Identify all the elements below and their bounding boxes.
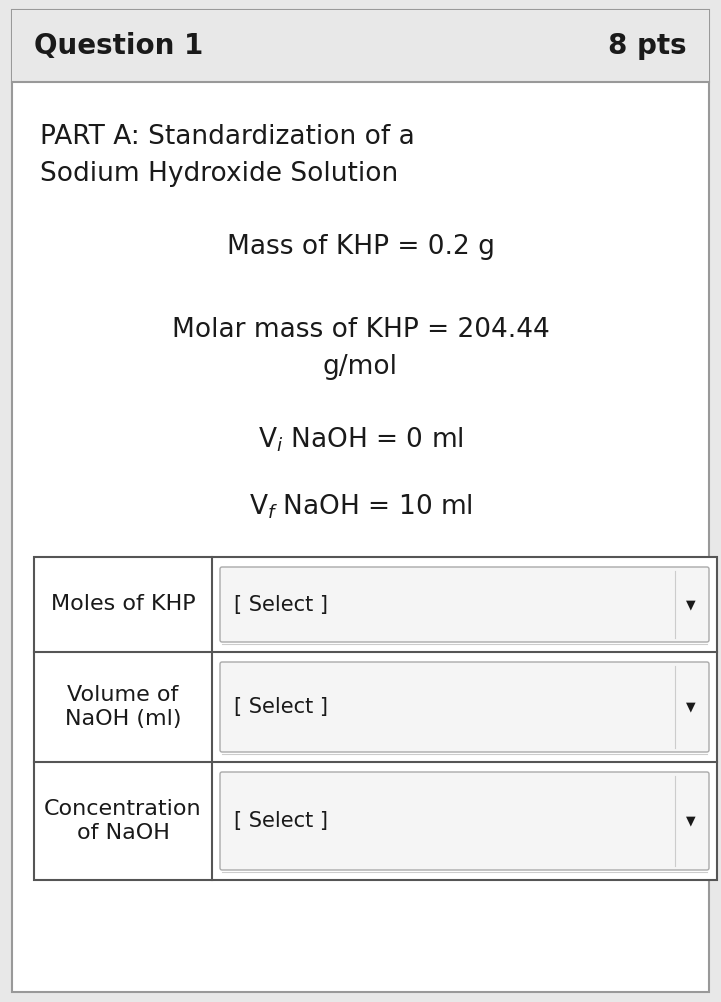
Text: [ Select ]: [ Select ] bbox=[234, 594, 328, 614]
Text: ▼: ▼ bbox=[686, 598, 696, 611]
Text: Molar mass of KHP = 204.44: Molar mass of KHP = 204.44 bbox=[172, 317, 549, 343]
Text: ▼: ▼ bbox=[686, 700, 696, 713]
FancyBboxPatch shape bbox=[220, 567, 709, 642]
FancyBboxPatch shape bbox=[220, 772, 709, 870]
Text: Volume of
NaOH (ml): Volume of NaOH (ml) bbox=[65, 685, 181, 728]
Text: Moles of KHP: Moles of KHP bbox=[50, 594, 195, 614]
FancyBboxPatch shape bbox=[34, 557, 717, 880]
FancyBboxPatch shape bbox=[220, 662, 709, 752]
Text: Concentration
of NaOH: Concentration of NaOH bbox=[44, 800, 202, 843]
Text: V$_i$ NaOH = 0 ml: V$_i$ NaOH = 0 ml bbox=[257, 426, 464, 454]
Text: Question 1: Question 1 bbox=[34, 32, 203, 60]
Text: Sodium Hydroxide Solution: Sodium Hydroxide Solution bbox=[40, 161, 398, 187]
Text: V$_f$ NaOH = 10 ml: V$_f$ NaOH = 10 ml bbox=[249, 493, 472, 521]
FancyBboxPatch shape bbox=[12, 10, 709, 992]
Text: 8 pts: 8 pts bbox=[609, 32, 687, 60]
Text: g/mol: g/mol bbox=[323, 354, 398, 380]
Text: PART A: Standardization of a: PART A: Standardization of a bbox=[40, 124, 415, 150]
Text: [ Select ]: [ Select ] bbox=[234, 697, 328, 717]
Text: Mass of KHP = 0.2 g: Mass of KHP = 0.2 g bbox=[226, 234, 495, 260]
FancyBboxPatch shape bbox=[12, 10, 709, 82]
Text: [ Select ]: [ Select ] bbox=[234, 811, 328, 831]
Text: ▼: ▼ bbox=[686, 815, 696, 828]
